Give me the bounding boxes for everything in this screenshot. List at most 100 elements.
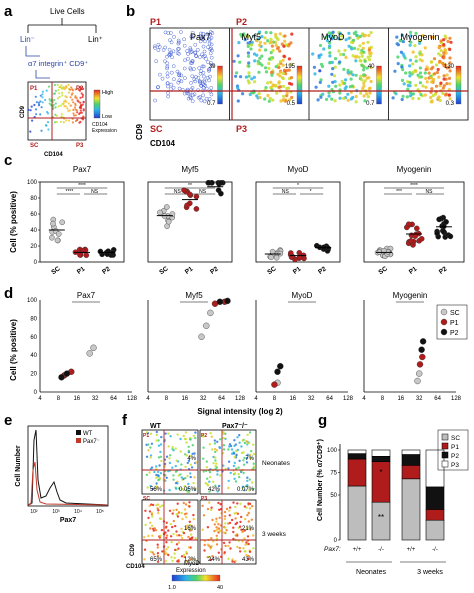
scatter-point xyxy=(52,103,55,106)
scatter-point xyxy=(260,35,264,39)
scatter-point xyxy=(196,75,201,80)
scatter-point xyxy=(230,448,234,451)
scatter-point xyxy=(211,540,215,543)
colorbar xyxy=(171,574,221,582)
scatter-point xyxy=(236,448,239,452)
lin-pos-label: Lin⁺ xyxy=(88,35,103,44)
scatter-point xyxy=(233,472,237,475)
scatter-point xyxy=(70,86,73,89)
data-point xyxy=(83,252,90,258)
y-tick-label: 50 xyxy=(330,493,337,499)
scatter-point xyxy=(365,66,369,70)
scatter-point xyxy=(252,75,256,79)
scatter-point xyxy=(313,72,317,76)
scatter-point xyxy=(334,84,338,88)
scatter-point xyxy=(242,32,246,36)
scatter-point xyxy=(401,68,405,72)
scatter-point xyxy=(439,39,443,43)
scatter-point xyxy=(54,102,57,105)
scatter-point xyxy=(194,461,198,464)
scatter-point xyxy=(174,470,178,473)
scatter-point xyxy=(418,66,422,70)
scatter-point xyxy=(80,92,83,95)
scatter-point xyxy=(158,505,162,508)
scatter-point xyxy=(233,512,236,515)
scatter-point xyxy=(193,488,197,492)
data-point xyxy=(165,218,172,225)
x-tick-label: 64 xyxy=(218,396,225,402)
scatter-point xyxy=(41,93,44,96)
scatter-point xyxy=(57,97,60,100)
scatter-point xyxy=(64,86,67,89)
scatter-point xyxy=(192,517,195,521)
scatter-point xyxy=(29,130,32,133)
scatter-point xyxy=(439,53,443,58)
scatter-point xyxy=(183,508,187,511)
category-label: P2 xyxy=(438,265,449,276)
colorbar-title-1: MyoD xyxy=(184,561,200,567)
scatter-point xyxy=(243,456,246,460)
panel-c: Cell (% positive) Pax7100806040200******… xyxy=(9,165,465,276)
scatter-point xyxy=(188,501,191,504)
scatter-point xyxy=(165,521,168,524)
percent-top-right: 21% xyxy=(242,526,255,532)
data-point xyxy=(181,187,187,193)
scatter-point xyxy=(362,34,366,38)
scatter-point xyxy=(209,55,214,60)
scatter-point xyxy=(436,67,440,72)
category-label: SC xyxy=(377,265,389,276)
plot-title: Myf5 xyxy=(242,32,262,42)
scatter-point xyxy=(64,85,68,88)
scatter-point xyxy=(231,558,234,561)
quad-sc: SC xyxy=(30,143,39,149)
scatter-point xyxy=(250,77,254,81)
scatter-point xyxy=(234,480,238,483)
scatter-point xyxy=(82,115,85,118)
scatter-point xyxy=(165,64,170,69)
scatter-point xyxy=(240,445,243,448)
scatter-point xyxy=(430,80,434,84)
quad-label: P1 xyxy=(143,433,149,439)
scatter-point xyxy=(177,86,182,91)
scatter-point xyxy=(442,64,446,68)
scatter-point xyxy=(414,31,418,35)
scatter-point xyxy=(224,522,227,525)
scatter-point xyxy=(46,110,49,114)
scatter-point xyxy=(156,48,161,52)
scatter-point xyxy=(222,444,226,447)
scatter-point xyxy=(342,52,346,57)
x-tick-label: 64 xyxy=(326,396,333,402)
scatter-point xyxy=(183,437,187,441)
scatter-point xyxy=(202,82,206,87)
scatter-point xyxy=(203,549,206,552)
col-ko-label: Pax7⁻/⁻ xyxy=(222,423,248,430)
category-label: SC xyxy=(158,265,170,276)
scatter-point xyxy=(189,472,192,475)
colorbar-max: 40 xyxy=(217,585,223,591)
scatter-point xyxy=(79,120,82,123)
category-label: SC xyxy=(50,265,62,276)
scatter-point xyxy=(203,39,207,44)
x-tick-label: 32 xyxy=(200,396,207,402)
scatter-point xyxy=(159,534,162,537)
scatter-point xyxy=(330,60,334,64)
scatter-point xyxy=(62,121,65,124)
scatter-point xyxy=(257,70,261,74)
data-point xyxy=(268,254,274,261)
scatter-point xyxy=(185,516,188,519)
scatter-point xyxy=(189,49,194,54)
scatter-point xyxy=(246,433,249,436)
sig-label-left: NS xyxy=(174,189,182,195)
scatter-point xyxy=(165,455,169,458)
scatter-point xyxy=(185,560,188,563)
scatter-point xyxy=(327,94,331,98)
scatter-point xyxy=(180,511,183,515)
scatter-point xyxy=(59,120,63,123)
scatter-point xyxy=(324,35,328,39)
tree-branch-3 xyxy=(35,70,50,79)
scatter-point xyxy=(224,526,227,529)
scatter-point xyxy=(160,517,163,521)
plot-title: Myogenin xyxy=(397,165,432,174)
scatter-point xyxy=(64,95,67,98)
genotype-tick-label: -/- xyxy=(378,547,384,553)
